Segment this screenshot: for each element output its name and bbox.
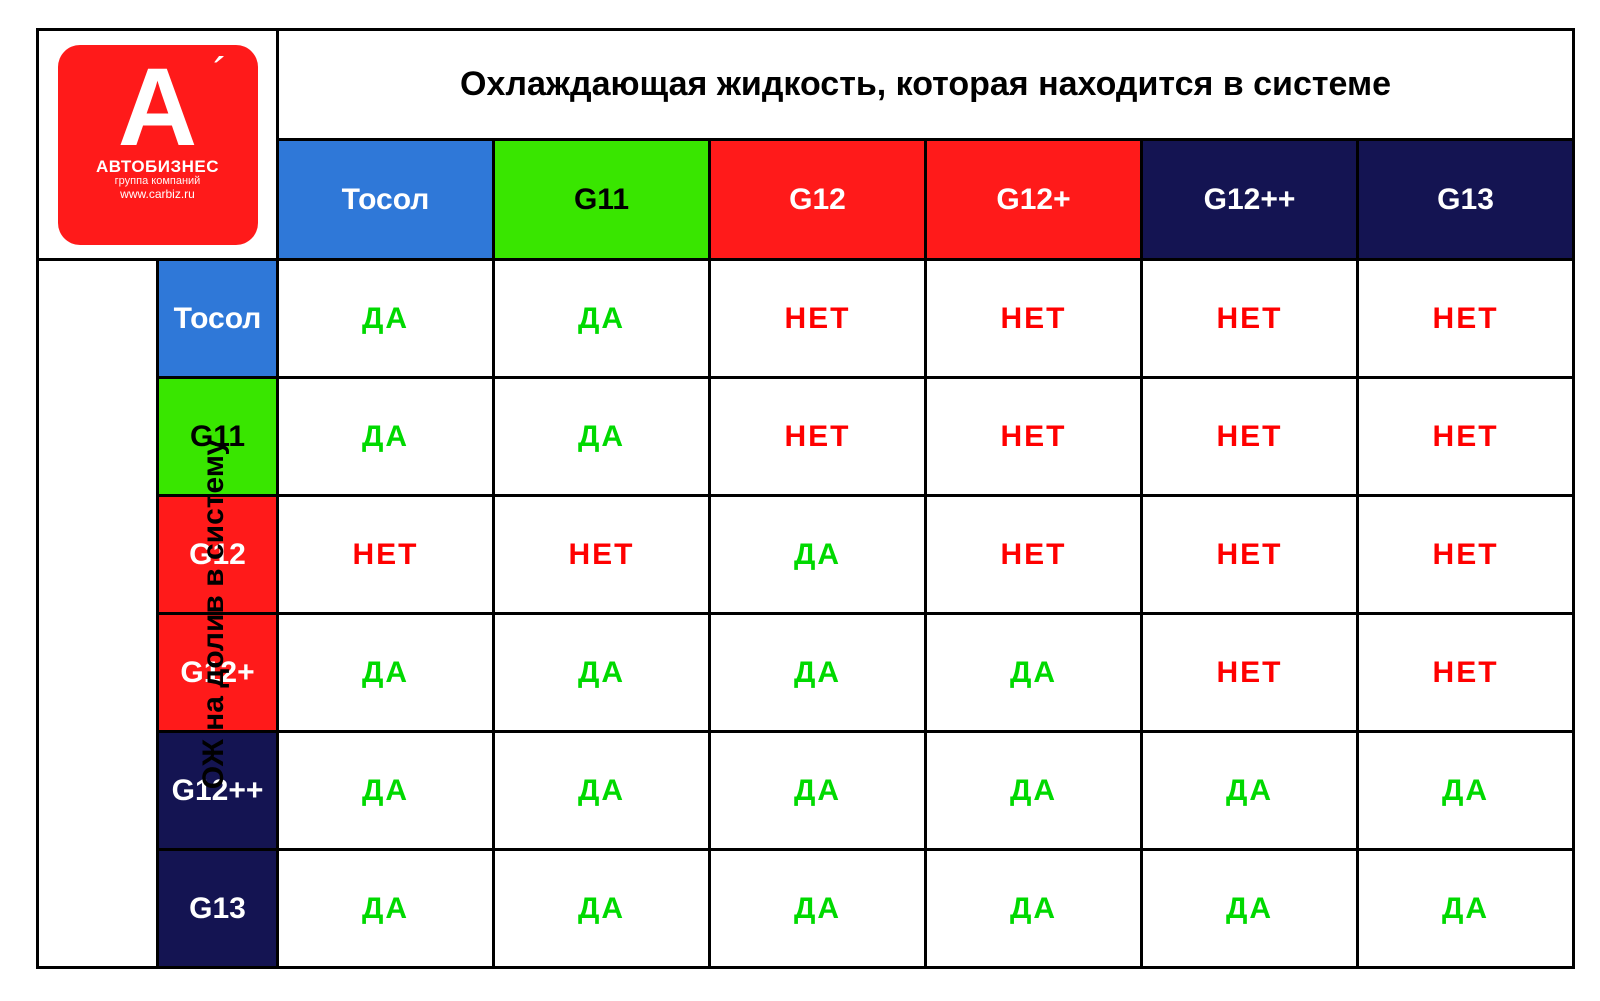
- cell-g13-g12p: ДА: [926, 850, 1142, 968]
- col-header-g12p: G12+: [926, 140, 1142, 260]
- cell-g13-g12pp: ДА: [1142, 850, 1358, 968]
- col-header-g11: G11: [494, 140, 710, 260]
- cell-g12-g13: НЕТ: [1358, 496, 1574, 614]
- col-header-g12pp: G12++: [1142, 140, 1358, 260]
- row-header-tosol: Тосол: [158, 260, 278, 378]
- col-header-g13: G13: [1358, 140, 1574, 260]
- cell-g11-g12: НЕТ: [710, 378, 926, 496]
- cell-g11-g13: НЕТ: [1358, 378, 1574, 496]
- logo-cell: ´ААВТОБИЗНЕСгруппа компанийwww.carbiz.ru: [38, 30, 278, 260]
- cell-g12p-g13: НЕТ: [1358, 614, 1574, 732]
- col-header-tosol: Тосол: [278, 140, 494, 260]
- row-header-g13: G13: [158, 850, 278, 968]
- table-container: ´ААВТОБИЗНЕСгруппа компанийwww.carbiz.ru…: [0, 0, 1600, 997]
- cell-g12pp-g13: ДА: [1358, 732, 1574, 850]
- axis-left: ОЖ на долив в систему: [38, 260, 158, 968]
- col-header-g12: G12: [710, 140, 926, 260]
- cell-g12-g12: ДА: [710, 496, 926, 614]
- table-title: Охлаждающая жидкость, которая находится …: [278, 30, 1574, 140]
- cell-g12pp-g12: ДА: [710, 732, 926, 850]
- cell-g12-g11: НЕТ: [494, 496, 710, 614]
- cell-g13-g11: ДА: [494, 850, 710, 968]
- cell-tosol-g13: НЕТ: [1358, 260, 1574, 378]
- cell-g11-g12p: НЕТ: [926, 378, 1142, 496]
- cell-tosol-g12: НЕТ: [710, 260, 926, 378]
- cell-g12pp-g12pp: ДА: [1142, 732, 1358, 850]
- cell-g11-tosol: ДА: [278, 378, 494, 496]
- cell-tosol-g12p: НЕТ: [926, 260, 1142, 378]
- logo-url-text: www.carbiz.ru: [58, 187, 258, 201]
- cell-g13-tosol: ДА: [278, 850, 494, 968]
- cell-g12p-g11: ДА: [494, 614, 710, 732]
- axis-left-label: ОЖ на долив в систему: [197, 438, 231, 788]
- cell-g12pp-g12p: ДА: [926, 732, 1142, 850]
- cell-g13-g13: ДА: [1358, 850, 1574, 968]
- cell-g12pp-g11: ДА: [494, 732, 710, 850]
- cell-tosol-tosol: ДА: [278, 260, 494, 378]
- logo-accent-icon: ´: [213, 49, 228, 99]
- cell-g12-g12pp: НЕТ: [1142, 496, 1358, 614]
- logo-letter: А: [118, 53, 197, 163]
- cell-g12p-tosol: ДА: [278, 614, 494, 732]
- cell-g12-g12p: НЕТ: [926, 496, 1142, 614]
- cell-g13-g12: ДА: [710, 850, 926, 968]
- brand-logo: ´ААВТОБИЗНЕСгруппа компанийwww.carbiz.ru: [58, 45, 258, 245]
- cell-g11-g12pp: НЕТ: [1142, 378, 1358, 496]
- cell-g12p-g12p: ДА: [926, 614, 1142, 732]
- cell-tosol-g12pp: НЕТ: [1142, 260, 1358, 378]
- logo-sub-text: группа компаний: [58, 175, 258, 187]
- cell-g12-tosol: НЕТ: [278, 496, 494, 614]
- cell-g12pp-tosol: ДА: [278, 732, 494, 850]
- compatibility-table: ´ААВТОБИЗНЕСгруппа компанийwww.carbiz.ru…: [36, 28, 1575, 969]
- cell-g11-g11: ДА: [494, 378, 710, 496]
- cell-tosol-g11: ДА: [494, 260, 710, 378]
- cell-g12p-g12pp: НЕТ: [1142, 614, 1358, 732]
- cell-g12p-g12: ДА: [710, 614, 926, 732]
